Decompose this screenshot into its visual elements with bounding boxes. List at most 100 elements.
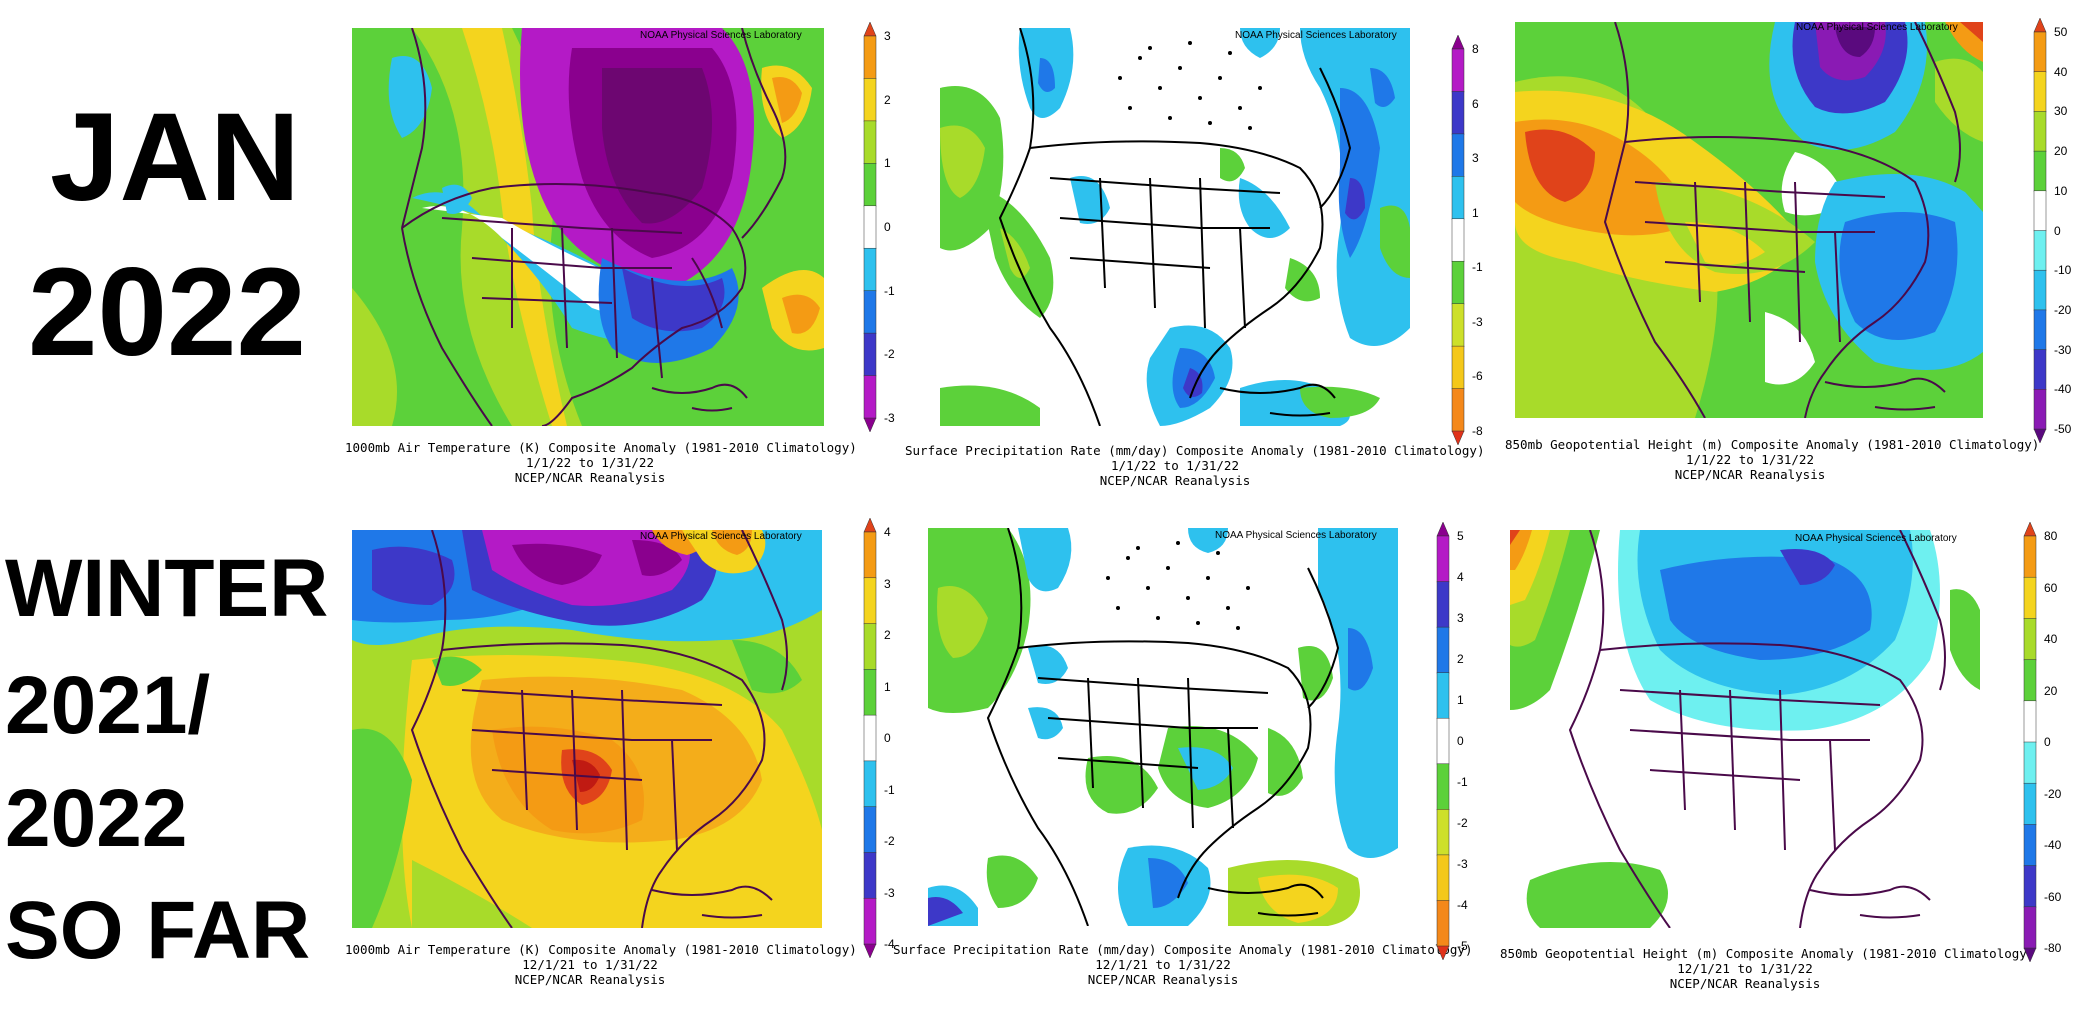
caption-jan-height: 850mb Geopotential Height (m) Composite … [1505, 437, 2040, 482]
colorbar-top-arrow [1451, 35, 1465, 50]
caption-dates: 1/1/22 to 1/31/22 [1686, 452, 1814, 467]
colorbar-segment [2023, 824, 2037, 867]
colorbar-tick-label: -40 [2044, 838, 2062, 852]
colorbar-top-arrow [2023, 522, 2037, 537]
map-jan-temperature [352, 28, 824, 426]
colorbar-jan-height: 50 40 30 20 10 0 -10 -20 -30 -40 -50 [2032, 18, 2088, 443]
caption-dates: 1/1/22 to 1/31/22 [526, 455, 654, 470]
colorbar-tick-label: -2 [1457, 816, 1468, 830]
colorbar-segment [863, 806, 877, 854]
colorbar-bottom-arrow [1451, 430, 1465, 445]
colorbar-tick-label: 8 [1472, 42, 1479, 56]
map-winter-temperature [352, 530, 822, 928]
colorbar-segment [863, 897, 877, 945]
caption-winter-temperature: 1000mb Air Temperature (K) Composite Ano… [345, 942, 857, 987]
colorbar-segment [1451, 176, 1465, 220]
colorbar-tick-label: 0 [2044, 735, 2051, 749]
colorbar-segment [863, 35, 877, 80]
colorbar-segment [2033, 111, 2047, 152]
colorbar-tick-label: 5 [1457, 529, 1464, 543]
colorbar-graphic [2033, 18, 2047, 443]
colorbar-jan-precipitation: 8 6 3 1 -1 -3 -6 -8 [1450, 35, 1510, 445]
colorbar-tick-label: 0 [2054, 223, 2061, 238]
colorbar-segment [2023, 535, 2037, 578]
colorbar-tick-label: -50 [2054, 422, 2072, 436]
colorbar-tick-label: -4 [1457, 898, 1468, 912]
colorbar-segment [2033, 269, 2047, 311]
colorbar-winter-precipitation: 5 4 3 2 1 0 -1 -2 -3 -4 -5 [1435, 522, 1495, 960]
colorbar-winter-height: 80 60 40 20 0 -20 -40 -60 -80 [2022, 522, 2082, 962]
colorbar-segment [2023, 865, 2037, 908]
map-winter-precipitation [928, 528, 1398, 926]
caption-jan-temperature: 1000mb Air Temperature (K) Composite Ano… [345, 440, 857, 485]
colorbar-tick-label: 0 [1457, 734, 1464, 748]
colorbar-tick-label: 40 [2044, 632, 2058, 646]
colorbar-tick-label: -4 [884, 937, 895, 951]
colorbar-tick-label: -1 [884, 283, 895, 298]
colorbar-tick-label: -3 [1472, 314, 1483, 329]
colorbar-segment [863, 577, 877, 625]
colorbar-bottom-arrow [2023, 947, 2037, 962]
colorbar-segment [1436, 581, 1450, 628]
caption-title: 850mb Geopotential Height (m) Composite … [1500, 946, 2035, 961]
colorbar-segment [1436, 626, 1450, 674]
colorbar-segment [2033, 309, 2047, 351]
colorbar-tick-label: 1 [1457, 693, 1464, 707]
caption-dates: 12/1/21 to 1/31/22 [1095, 957, 1231, 972]
colorbar-tick-label: 0 [884, 731, 891, 745]
colorbar-tick-label: 3 [884, 29, 891, 43]
colorbar-segment [1436, 672, 1450, 719]
caption-title: Surface Precipitation Rate (mm/day) Comp… [893, 942, 1473, 957]
colorbar-tick-label: 4 [884, 525, 891, 539]
colorbar-tick-label: 80 [2044, 529, 2058, 543]
colorbar-segment [1451, 303, 1465, 347]
colorbar-segment [1451, 133, 1465, 178]
colorbar-tick-label: 20 [2054, 144, 2068, 159]
colorbar-tick-label: -5 [1457, 939, 1468, 953]
colorbar-tick-label: 50 [2054, 25, 2068, 39]
colorbar-segment [863, 623, 877, 671]
colorbar-segment [1436, 717, 1450, 765]
colorbar-tick-label: -30 [2054, 342, 2072, 357]
colorbar-tick-label: -8 [1472, 424, 1483, 438]
colorbar-segment [863, 120, 877, 165]
colorbar-tick-label: -20 [2044, 786, 2062, 801]
colorbar-segment [1436, 809, 1450, 856]
colorbar-tick-label: 3 [884, 576, 891, 591]
row-title-so-far: SO FAR [5, 885, 311, 976]
credit-jan-precipitation: NOAA Physical Sciences Laboratory [1235, 30, 1397, 41]
colorbar-segment [863, 332, 877, 377]
colorbar-tick-label: 10 [2054, 183, 2068, 198]
colorbar-segment [863, 375, 877, 419]
caption-title: 1000mb Air Temperature (K) Composite Ano… [345, 942, 857, 957]
colorbar-tick-label: -2 [884, 347, 895, 362]
colorbar-tick-label: 3 [1472, 151, 1479, 166]
colorbar-tick-label: 2 [884, 92, 891, 107]
caption-source: NCEP/NCAR Reanalysis [514, 470, 666, 485]
caption-source: NCEP/NCAR Reanalysis [514, 972, 666, 987]
colorbar-tick-label: -2 [884, 834, 895, 848]
colorbar-graphic [2023, 522, 2037, 962]
caption-winter-height: 850mb Geopotential Height (m) Composite … [1500, 946, 2035, 991]
colorbar-tick-label: 6 [1472, 96, 1479, 111]
colorbar-segment [2033, 150, 2047, 192]
colorbar-segment [863, 163, 877, 207]
colorbar-tick-label: 4 [1457, 570, 1464, 584]
caption-title: 850mb Geopotential Height (m) Composite … [1505, 437, 2040, 452]
colorbar-segment [863, 205, 877, 249]
colorbar-bottom-arrow [1436, 945, 1450, 960]
colorbar-tick-label: 3 [1457, 611, 1464, 625]
colorbar-segment [2023, 700, 2037, 743]
colorbar-top-arrow [863, 22, 877, 37]
colorbar-tick-label: 40 [2054, 64, 2068, 79]
colorbar-tick-label: -40 [2054, 382, 2072, 397]
colorbar-graphic [1436, 522, 1450, 960]
colorbar-tick-label: 30 [2054, 104, 2068, 119]
colorbar-segment [1451, 91, 1465, 135]
caption-jan-precipitation: Surface Precipitation Rate (mm/day) Comp… [905, 443, 1484, 488]
colorbar-segment [1436, 763, 1450, 811]
row-title-winter-year1: 2021/ [5, 660, 211, 751]
colorbar-graphic [863, 22, 877, 432]
colorbar-tick-label: -3 [884, 411, 895, 425]
colorbar-segment [2023, 576, 2037, 620]
